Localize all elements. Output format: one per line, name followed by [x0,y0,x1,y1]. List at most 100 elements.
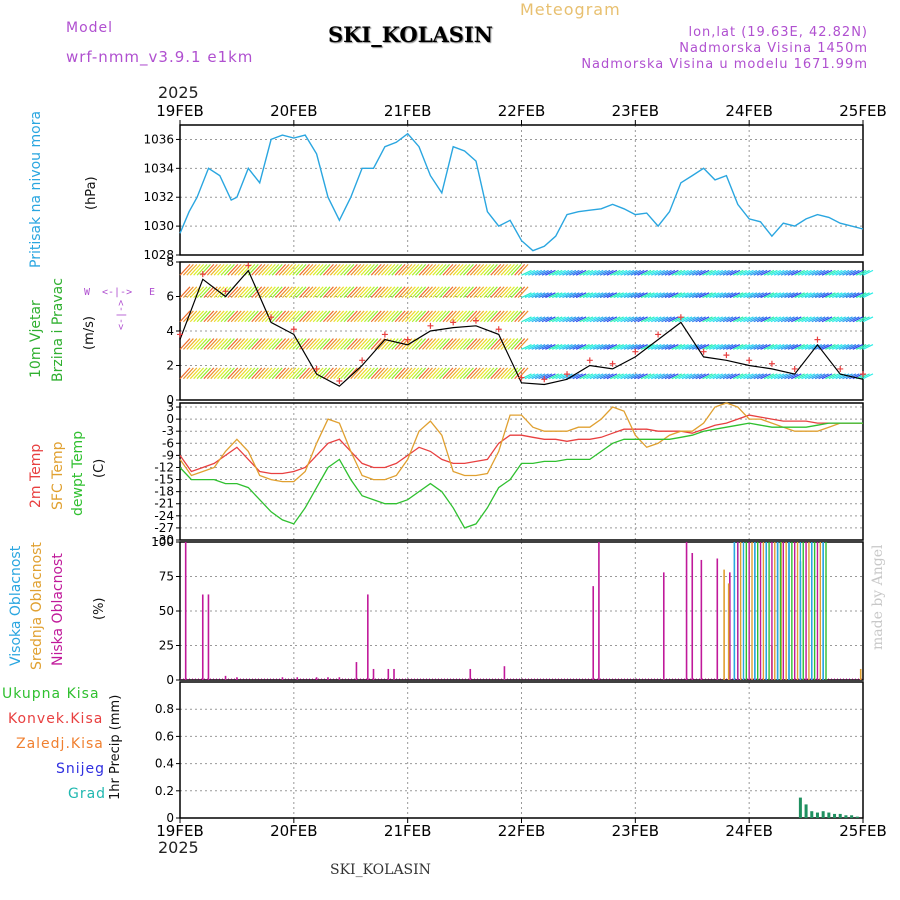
wind-barb [227,310,239,323]
wind-barb [668,269,679,276]
wind-barb [305,286,317,299]
wind-barb [633,316,645,323]
wind-barb [702,344,713,350]
wind-barb [271,338,283,350]
wind-barb [247,367,259,380]
wind-barb [862,316,874,323]
wind-barb [445,367,457,380]
wind-barb [305,310,317,323]
wind-barb [193,310,205,323]
wind-barb [203,263,215,276]
wind-barb [251,263,263,276]
wind-barb [589,292,601,299]
wind-barb [832,292,843,299]
y-tick-label: -21 [154,497,174,511]
wind-barb [278,338,290,350]
wind-barb [616,344,628,350]
wind-barb [613,269,624,276]
wind-barb [739,344,751,350]
wind-barb [497,310,509,323]
wind-barb [606,344,618,350]
y-tick-label: 0 [166,673,174,687]
wind-barb [630,316,642,323]
wind-barb [350,286,362,299]
wind-barb [486,310,498,323]
y-tick-label: 1036 [143,132,174,146]
wind-barb [709,344,720,350]
wind-barb [182,367,194,380]
wind-barb [746,344,758,350]
wind-barb [534,373,546,380]
wind-barb [271,263,283,276]
wind-barb [196,338,208,350]
wind-barb [691,292,703,299]
wind-barb [350,367,362,380]
wind-barb [671,344,683,350]
wind-barb [360,310,372,323]
wind-barb [821,292,833,299]
wind-barb [712,269,723,276]
wind-barb [206,338,218,350]
wind-barb [657,269,669,276]
wind-barb [592,292,604,299]
wind-barb [346,338,358,350]
y-tick-label: -9 [162,448,174,462]
wind-barb [640,373,652,380]
wind-barb [637,316,648,323]
wind-barb [691,373,703,380]
wind-barb [210,338,222,350]
wind-barb [582,316,594,323]
wind-barb [483,263,495,276]
y-tick-label: 4 [166,324,174,338]
wind-barb [596,269,607,276]
wind-barb [746,373,758,380]
wind-barb [299,263,310,276]
wind-barb [186,338,198,350]
wind-barb [627,373,638,380]
wind-barb [801,316,812,323]
wind-barb [203,310,215,323]
wind-barb [476,338,488,350]
y-tick-label: 2 [166,359,174,373]
wind-gust-marker [609,360,616,367]
wind-barb [182,286,194,299]
wind-barb [241,286,252,299]
wind-barb [370,367,382,380]
wind-barb [503,263,515,276]
footer-station: SKI_KOLASIN [330,862,431,878]
wind-barb [316,367,328,380]
wind-barb [456,338,468,350]
precip-legend-rain: Ukupna Kisa [2,686,100,702]
wind-barb [244,338,256,350]
wind-barb [360,263,372,276]
wind-barb [859,269,870,276]
wind-barb [555,316,566,323]
wind-barb [312,310,324,323]
wind-barb [732,292,744,299]
wind-barb [661,316,672,323]
wind-barb [357,263,369,276]
wind-barb [674,292,686,299]
wind-barb [251,286,263,299]
wind-barb [336,286,348,299]
wind-barb [251,338,263,350]
wind-barb [558,292,570,299]
wind-barb [821,373,833,380]
wind-barb [715,373,727,380]
wind-barb [640,292,652,299]
wind-barb [312,367,324,380]
wind-barb [387,310,399,323]
compass-east: E [149,287,156,298]
wind-barb [702,316,713,323]
wind-barb [404,310,416,323]
wind-barb [459,286,471,299]
wind-barb [722,316,734,323]
wind-barb [367,310,379,323]
wind-barb [189,367,201,380]
wind-barb [254,263,266,276]
compass-west: W [84,287,91,298]
wind-barb [709,373,720,380]
wind-barb [264,310,276,323]
wind-barb [804,316,816,323]
wind-barb [439,310,450,323]
